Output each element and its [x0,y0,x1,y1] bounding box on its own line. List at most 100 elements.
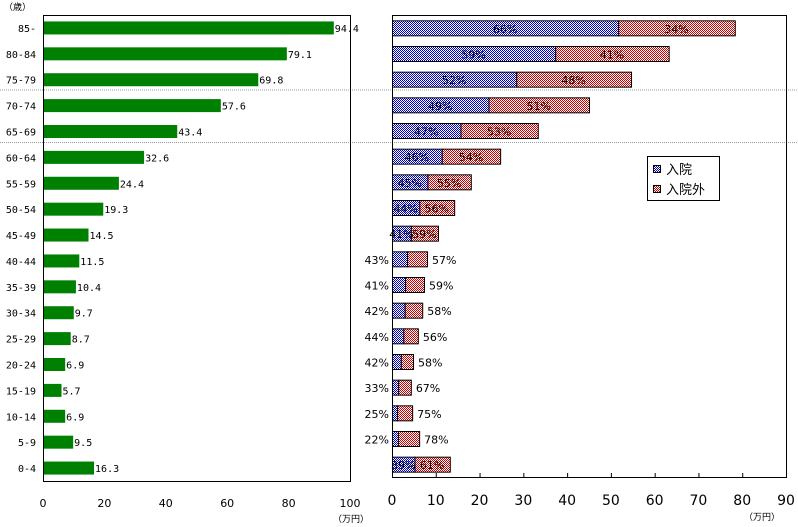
right-bar-outpatient [441,148,502,165]
right-bar-outpatient [618,20,736,37]
right-bar-outpatient [419,200,456,216]
left-category-label: 60-64 [6,153,36,164]
right-outpatient-pct-label: 53% [487,126,511,139]
left-bar [44,21,334,35]
left-bar [44,306,74,320]
right-bar-inpatient [392,405,399,422]
left-bar [44,358,66,371]
right-inpatient-pct-label: 33% [365,382,389,395]
left-value-label: 14.5 [90,231,114,242]
right-bar-outpatient [488,97,590,114]
right-bar-outpatient [397,431,421,447]
left-bar [44,202,104,216]
left-category-label: 30-34 [6,309,36,320]
right-outpatient-pct-label: 56% [423,331,447,344]
legend-label-inpatient: 入院 [666,163,692,178]
right-inpatient-pct-label: 39% [391,459,415,472]
left-value-label: 69.8 [259,76,283,87]
left-category-label: 85- [18,24,36,35]
right-outpatient-pct-label: 34% [664,23,688,36]
right-inpatient-pct-label: 47% [414,126,438,139]
left-bar [44,280,76,294]
left-bar [44,99,221,113]
right-x-axis-unit: （万円） [744,512,780,523]
right-inpatient-pct-label: 45% [398,177,422,190]
right-inpatient-pct-label: 44% [365,331,389,344]
left-category-label: 75-79 [6,76,36,87]
right-inpatient-pct-label: 41% [389,228,413,241]
right-x-tick-label: 90 [777,493,795,509]
legend: 入院 入院外 [647,156,720,201]
right-bar-inpatient [392,431,399,447]
left-category-label: 70-74 [6,102,36,113]
left-x-tick-label: 20 [97,497,111,510]
right-chart: 66% 34%59% 41%52% 48%49% 51%47% 53%46% 54%45% 5… [365,15,795,509]
right-inpatient-pct-label: 59% [461,49,485,62]
right-bar-inpatient [392,251,409,268]
left-value-label: 43.4 [178,128,202,139]
right-outpatient-pct-label: 61% [420,459,444,472]
left-category-label: 45-49 [6,231,36,242]
left-bar [44,254,80,268]
left-category-label: 80-84 [6,50,36,61]
left-bar [44,125,178,138]
right-bar-outpatient [516,71,633,88]
left-value-label: 79.1 [288,50,312,61]
right-inpatient-pct-label: 42% [365,357,389,370]
left-value-label: 10.4 [77,283,101,294]
left-value-label: 9.5 [74,438,92,449]
left-value-label: 8.7 [72,335,90,346]
right-bar-inpatient [392,277,407,293]
legend-swatch-outpatient [653,185,661,193]
left-x-tick-label: 80 [282,497,296,510]
left-bar [44,332,71,346]
right-outpatient-pct-label: 75% [417,408,441,421]
left-bar [44,73,259,87]
left-x-tick-label: 40 [159,497,173,510]
right-x-tick-label: 30 [514,493,532,509]
left-x-axis-unit: （万円） [333,514,369,525]
right-outpatient-pct-label: 58% [418,357,442,370]
left-value-label: 5.7 [62,386,80,397]
left-category-label: 50-54 [6,205,36,216]
right-bar-inpatient [392,328,405,345]
right-bar-outpatient [405,277,425,293]
right-bar-inpatient [392,354,402,370]
right-inpatient-pct-label: 66% [493,23,517,36]
right-inpatient-pct-label: 49% [428,100,452,113]
right-x-tick-label: 20 [471,493,489,509]
right-bar-outpatient [410,225,439,242]
right-outpatient-pct-label: 58% [427,305,451,318]
right-bar-outpatient [460,123,539,139]
right-inpatient-pct-label: 52% [442,74,466,87]
right-outpatient-pct-label: 78% [424,434,448,447]
left-category-label: 25-29 [6,335,36,346]
left-bar [44,461,95,475]
right-outpatient-pct-label: 54% [459,151,483,164]
left-bar [44,383,62,397]
right-inpatient-pct-label: 25% [365,408,389,421]
right-x-tick-label: 80 [733,493,751,509]
legend-swatch-inpatient [653,165,661,173]
left-value-label: 6.9 [66,412,84,423]
right-inpatient-pct-label: 46% [405,151,429,164]
right-inpatient-pct-label: 44% [393,203,417,216]
left-value-label: 9.7 [75,309,93,320]
right-inpatient-pct-label: 42% [365,305,389,318]
right-bar-inpatient [392,302,406,319]
left-category-label: 40-44 [6,257,36,268]
right-x-tick-label: 0 [388,493,397,509]
right-inpatient-pct-label: 22% [365,434,389,447]
left-x-tick-label: 60 [220,497,234,510]
right-bar-outpatient [397,405,414,422]
left-bar [44,409,66,423]
left-value-label: 24.4 [120,179,144,190]
right-outpatient-pct-label: 56% [425,203,449,216]
right-outpatient-pct-label: 59% [429,280,453,293]
right-bar-inpatient [392,379,400,396]
right-outpatient-pct-label: 48% [561,74,585,87]
left-bar [44,47,287,61]
left-value-label: 57.6 [222,102,246,113]
legend-box [647,156,720,201]
